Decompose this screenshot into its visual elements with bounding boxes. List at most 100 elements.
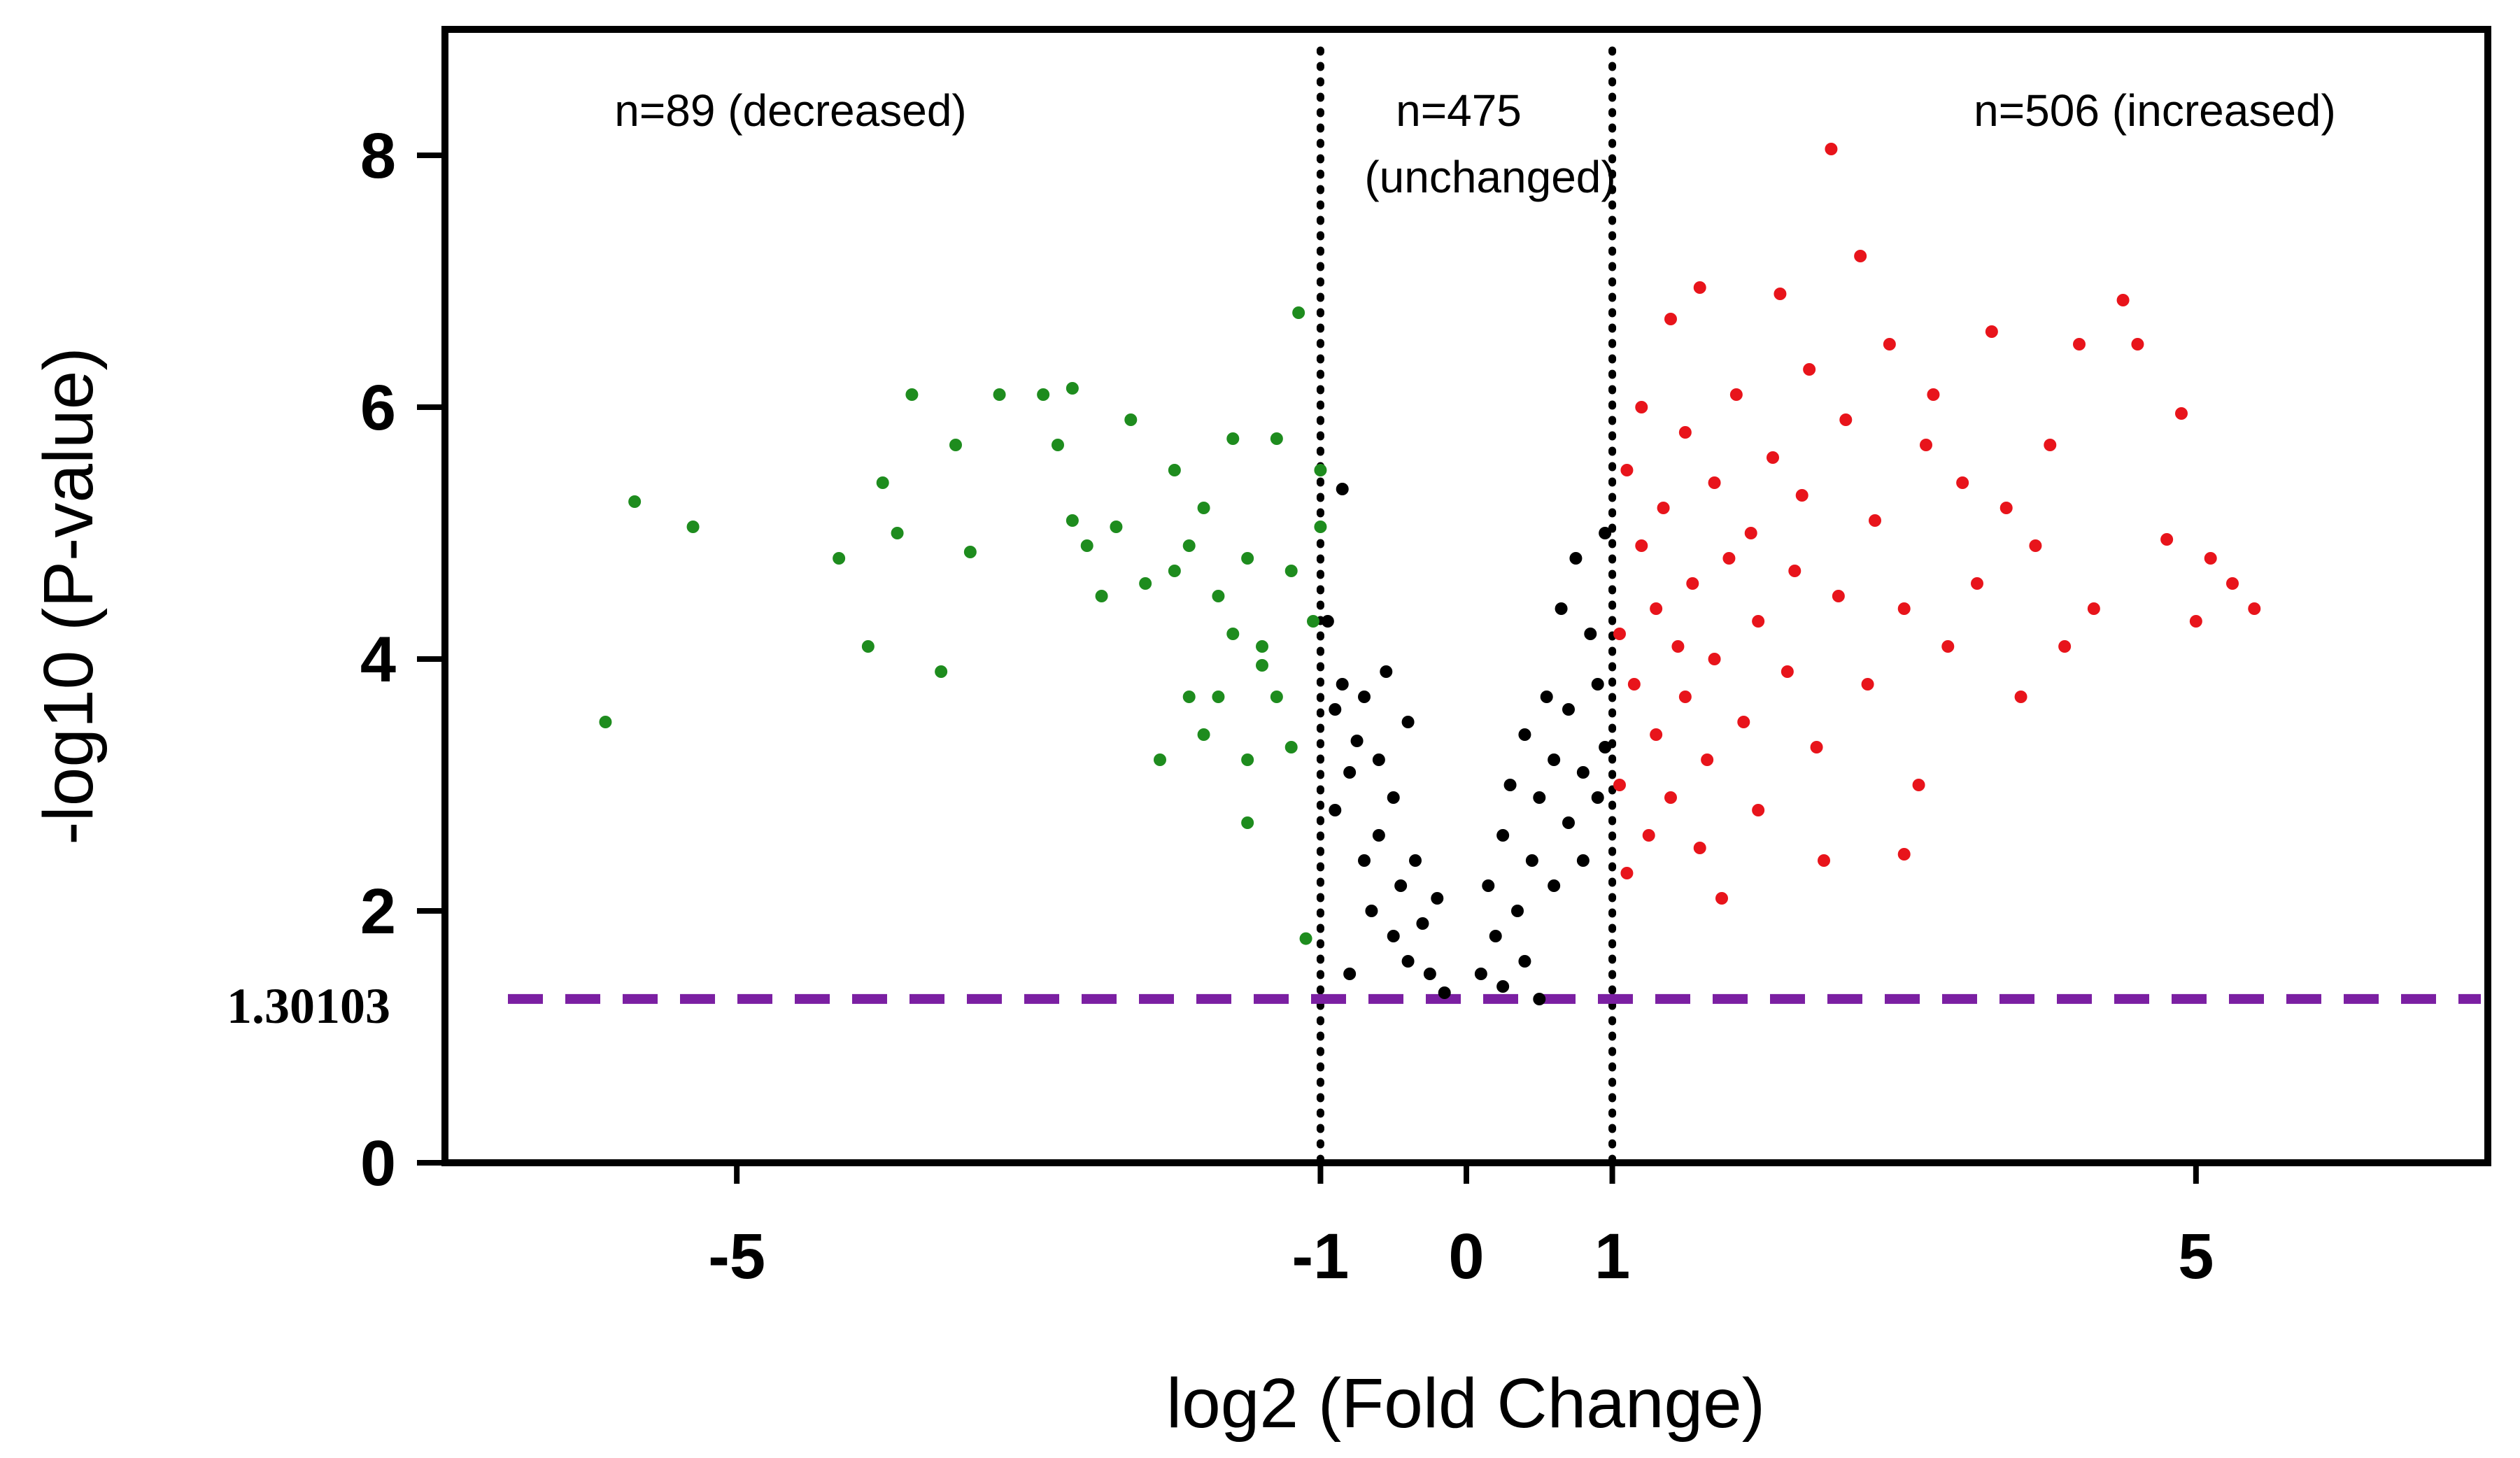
point-decreased-36 (1256, 659, 1268, 672)
point-decreased-40 (1284, 741, 1298, 753)
point-unchanged-10 (1365, 905, 1378, 917)
point-increased-21 (1708, 653, 1721, 665)
point-increased-50 (1956, 476, 1969, 489)
point-increased-63 (2175, 407, 2188, 420)
point-increased-13 (1671, 640, 1685, 653)
point-increased-44 (1897, 602, 1911, 615)
x-axis-title: log2 (Fold Change) (1166, 1364, 1765, 1443)
point-unchanged-39 (1555, 602, 1568, 615)
point-unchanged-24 (1474, 968, 1487, 980)
point-increased-25 (1737, 716, 1750, 728)
point-increased-53 (1999, 502, 2013, 514)
point-unchanged-2 (1329, 804, 1342, 816)
point-increased-12 (1664, 791, 1677, 804)
point-decreased-28 (1212, 590, 1225, 602)
x-tick-label-1: -1 (1292, 1221, 1350, 1292)
point-unchanged-46 (1591, 678, 1604, 691)
point-decreased-8 (935, 665, 948, 678)
point-decreased-13 (1052, 439, 1064, 451)
point-increased-1 (1613, 779, 1626, 791)
point-unchanged-34 (1533, 791, 1546, 804)
point-increased-30 (1774, 288, 1787, 300)
point-increased-8 (1650, 602, 1663, 615)
point-decreased-31 (1226, 628, 1240, 640)
point-increased-40 (1854, 250, 1867, 262)
x-axis: -5 -1 0 1 5 (708, 1163, 2214, 1292)
point-unchanged-16 (1394, 879, 1408, 892)
point-increased-9 (1650, 728, 1663, 741)
point-unchanged-23 (1438, 986, 1451, 999)
point-increased-62 (2160, 533, 2174, 546)
point-unchanged-33 (1525, 854, 1538, 867)
point-increased-28 (1752, 804, 1765, 816)
point-unchanged-49 (1599, 741, 1612, 753)
point-unchanged-22 (1431, 892, 1444, 905)
point-decreased-14 (1066, 382, 1079, 395)
point-decreased-33 (1241, 753, 1254, 766)
y-tick-label-3: 6 (360, 372, 396, 444)
point-increased-0 (1613, 628, 1626, 640)
point-unchanged-25 (1482, 879, 1495, 892)
point-increased-32 (1788, 565, 1801, 577)
point-unchanged-0 (1321, 615, 1334, 628)
data-points (599, 143, 2261, 1005)
point-increased-16 (1686, 577, 1699, 590)
point-increased-59 (2087, 602, 2100, 615)
point-decreased-43 (1307, 615, 1319, 628)
point-unchanged-26 (1489, 930, 1502, 942)
point-unchanged-32 (1518, 955, 1531, 968)
point-decreased-37 (1270, 432, 1283, 445)
point-unchanged-40 (1562, 816, 1575, 829)
point-decreased-15 (1066, 514, 1079, 527)
x-tick-label-2: 0 (1448, 1221, 1484, 1292)
point-decreased-11 (993, 388, 1006, 401)
point-unchanged-9 (1358, 691, 1371, 703)
point-unchanged-41 (1562, 703, 1575, 716)
region-label-increased: n=506 (increased) (1974, 85, 2336, 136)
point-increased-39 (1839, 413, 1853, 426)
point-increased-15 (1678, 426, 1692, 439)
point-unchanged-17 (1401, 716, 1415, 728)
point-unchanged-11 (1372, 753, 1385, 766)
point-unchanged-47 (1591, 791, 1604, 804)
point-decreased-42 (1299, 932, 1312, 945)
point-decreased-5 (876, 476, 889, 489)
point-increased-49 (1941, 640, 1955, 653)
point-decreased-2 (686, 521, 700, 533)
point-decreased-6 (891, 527, 904, 539)
point-decreased-44 (1314, 464, 1327, 476)
point-decreased-4 (861, 640, 875, 653)
point-unchanged-7 (1350, 735, 1364, 747)
point-increased-48 (1927, 388, 1940, 401)
point-increased-57 (2058, 640, 2072, 653)
point-decreased-3 (833, 552, 846, 565)
point-increased-18 (1693, 842, 1706, 854)
y-axis-title: -log10 (P-value) (29, 347, 108, 844)
point-decreased-26 (1197, 502, 1210, 514)
point-increased-67 (2248, 602, 2261, 615)
point-unchanged-42 (1569, 552, 1583, 565)
point-increased-24 (1729, 388, 1743, 401)
point-increased-36 (1818, 854, 1830, 867)
point-increased-42 (1869, 514, 1881, 527)
series-increased (1613, 143, 2261, 905)
point-decreased-22 (1168, 565, 1181, 577)
point-unchanged-5 (1343, 766, 1357, 779)
point-unchanged-3 (1336, 678, 1349, 691)
point-increased-4 (1627, 678, 1641, 691)
point-decreased-16 (1080, 539, 1093, 552)
region-label-unchanged-count: n=475 (1396, 85, 1522, 136)
point-increased-14 (1678, 691, 1692, 703)
point-unchanged-48 (1599, 527, 1612, 539)
point-unchanged-1 (1329, 703, 1342, 716)
point-increased-34 (1803, 363, 1816, 376)
point-increased-61 (2131, 338, 2144, 351)
point-unchanged-12 (1372, 829, 1385, 842)
point-increased-31 (1781, 665, 1794, 678)
point-unchanged-13 (1380, 665, 1393, 678)
point-unchanged-37 (1548, 879, 1561, 892)
point-decreased-38 (1270, 691, 1283, 703)
point-decreased-12 (1037, 388, 1050, 401)
point-decreased-34 (1241, 816, 1254, 829)
